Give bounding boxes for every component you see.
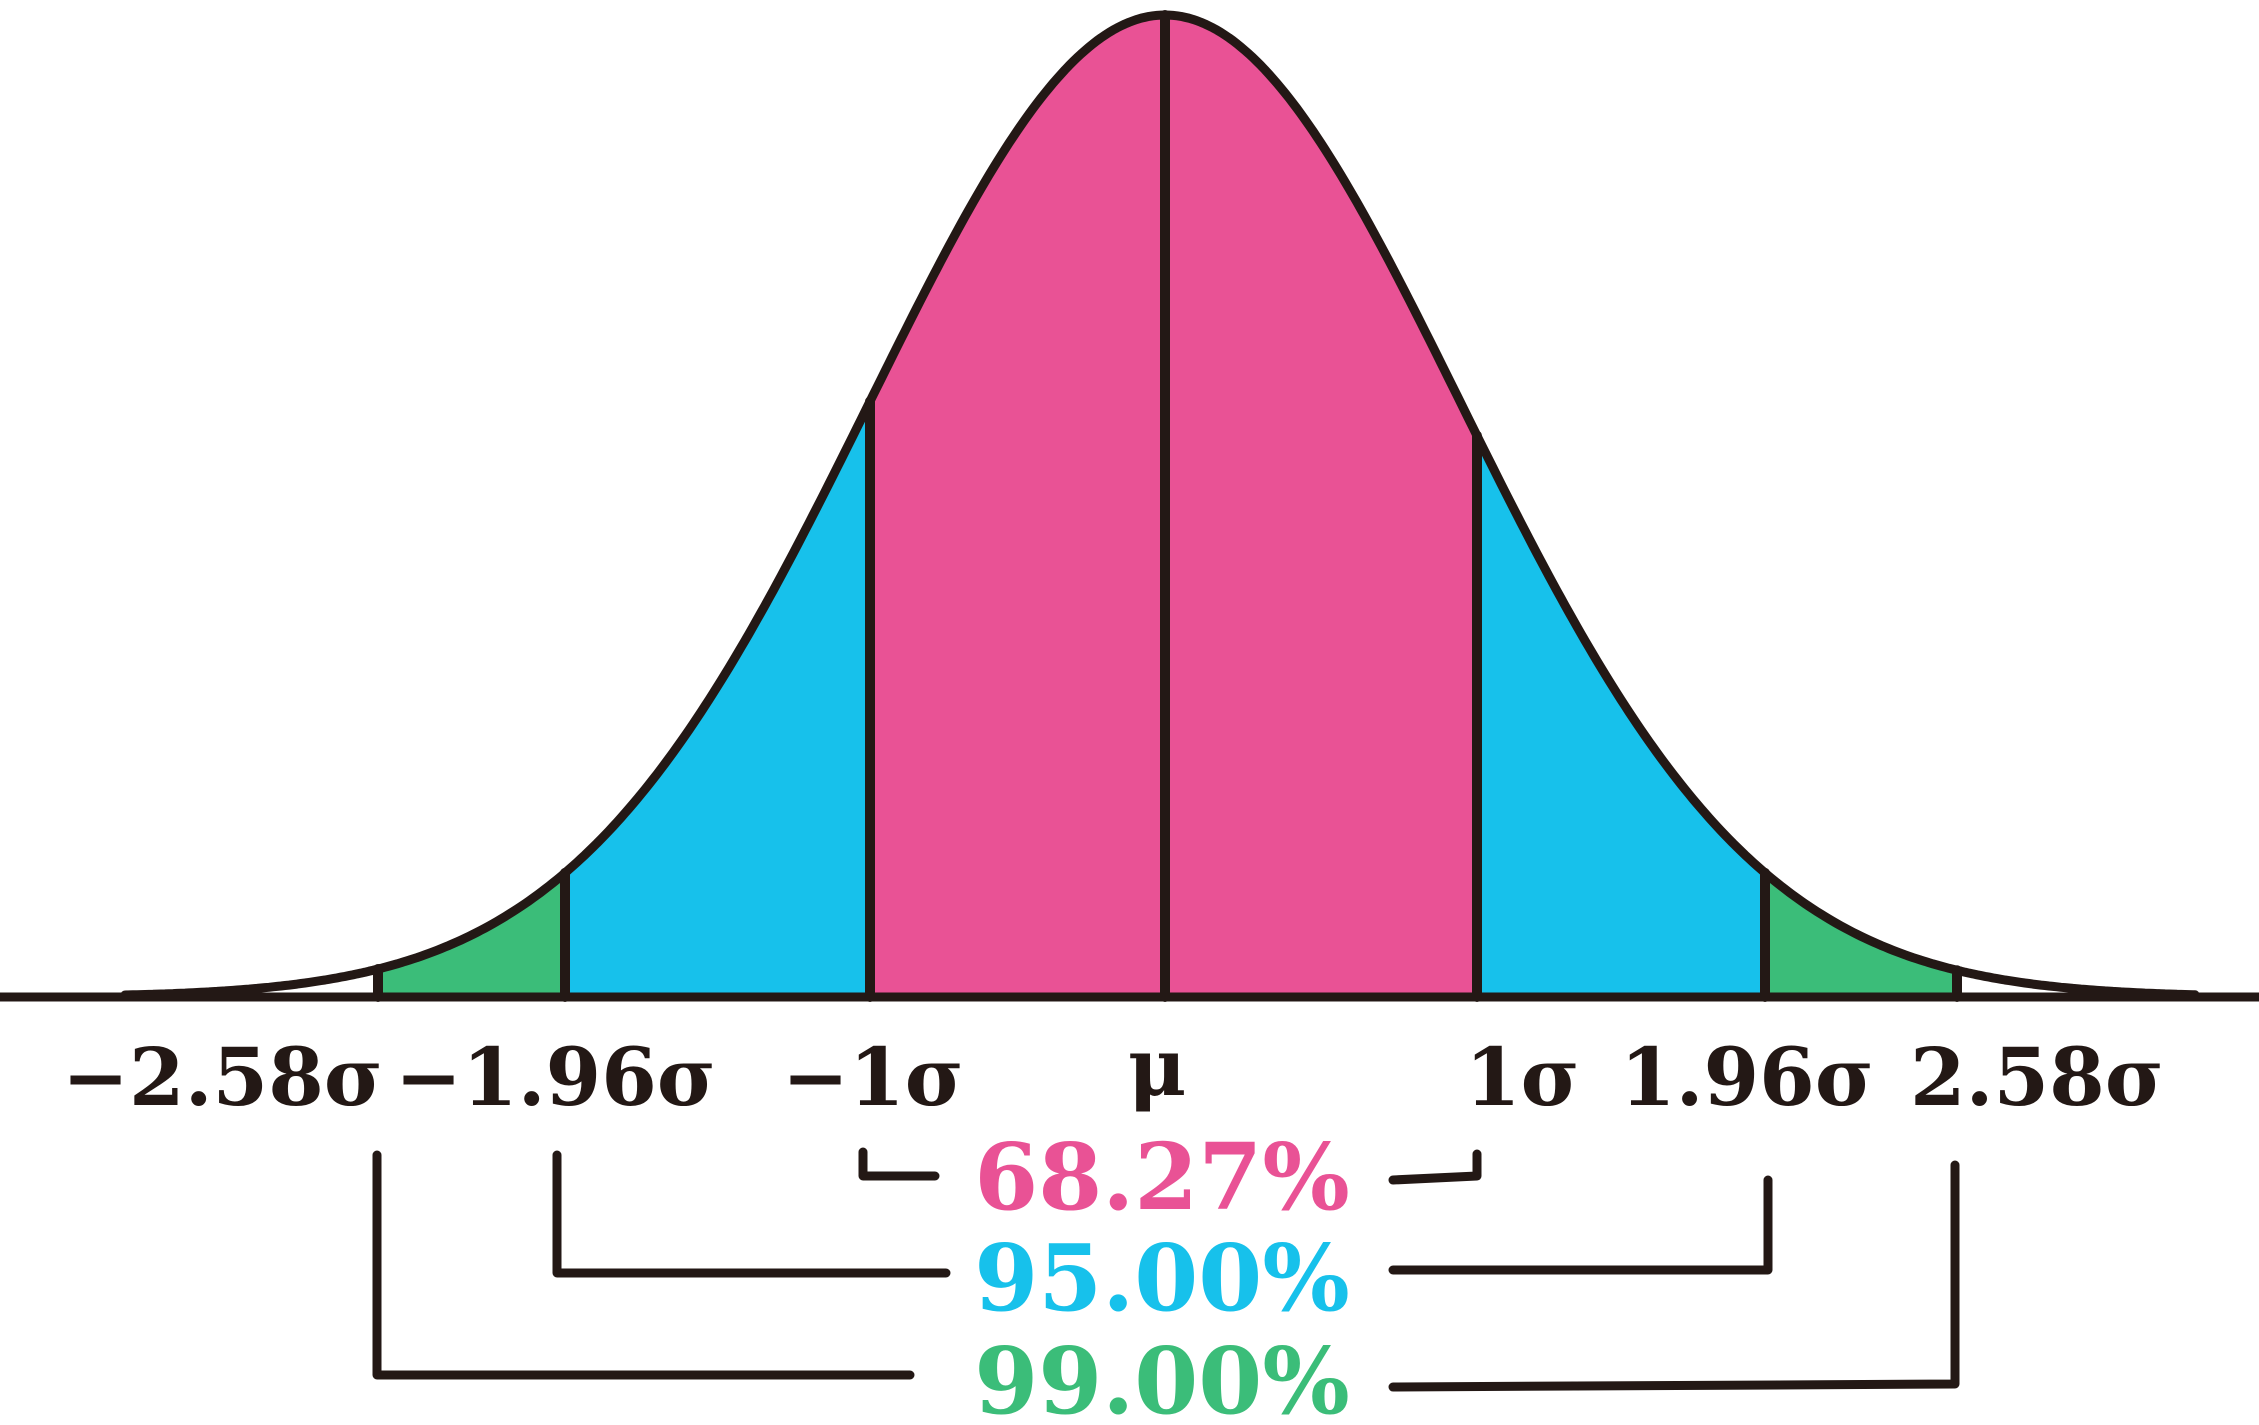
interval-brackets [372,1147,1960,1392]
band-99-right [1765,872,1957,997]
bracket-95-right [1388,1175,1773,1275]
band-95-left [565,401,870,997]
tick-label-plus-1: 1σ [1465,1030,1580,1124]
band-68 [870,15,1477,997]
tick-label-minus-1-96: −1.96σ [395,1030,716,1124]
tick-label-minus-2-58: −2.58σ [62,1030,383,1124]
percent-95-label: 95.00% [974,1224,1350,1332]
band-99-left [378,872,565,997]
band-95-right [1477,435,1765,997]
bracket-68-left [858,1147,940,1181]
bracket-99-right [1388,1160,1960,1392]
percent-68-label: 68.27% [974,1123,1350,1231]
tick-label-plus-1-96: 1.96σ [1620,1030,1874,1124]
bracket-68-right [1388,1149,1482,1185]
tick-label-plus-2-58: 2.58σ [1910,1030,2164,1124]
tick-label-mu: μ [1128,1020,1187,1114]
bracket-99-left [372,1150,915,1380]
axis-tick-labels: −2.58σ −1.96σ −1σ μ 1σ 1.96σ 2.58σ [62,1020,2164,1124]
interval-percentages: 68.27% 95.00% 99.00% [974,1123,1350,1425]
percent-99-label: 99.00% [974,1327,1350,1425]
tick-label-minus-1: −1σ [782,1030,964,1124]
bracket-95-left [552,1150,951,1278]
